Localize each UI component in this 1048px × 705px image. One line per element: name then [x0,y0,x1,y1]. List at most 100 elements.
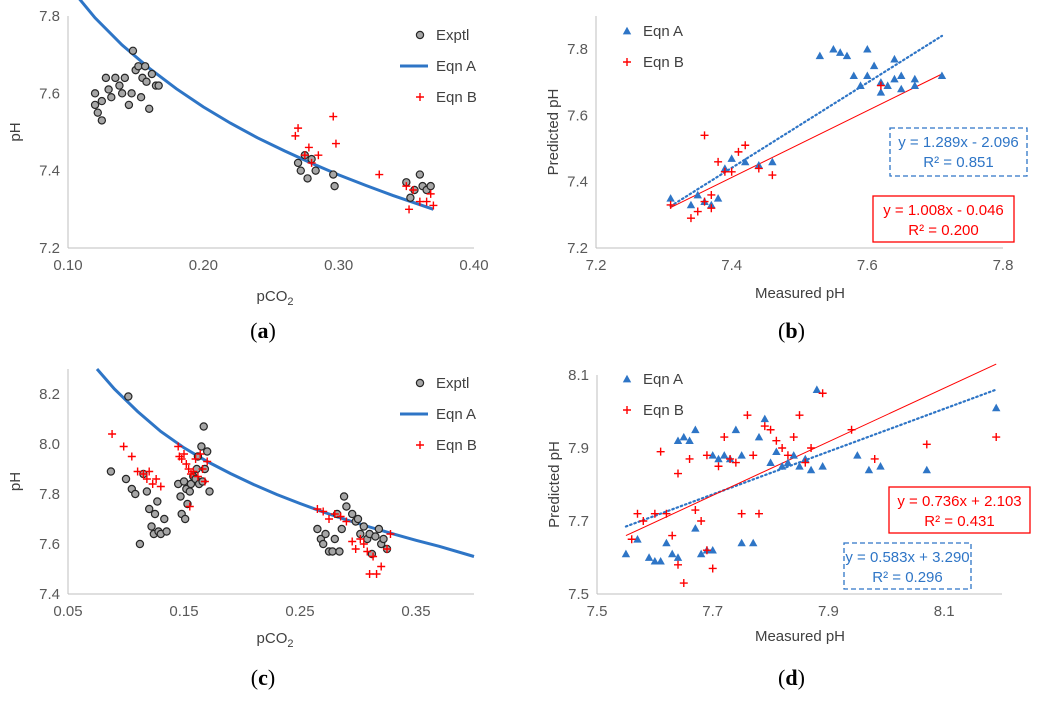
x-axis-title: pCO2 [257,288,294,308]
eqn-a-point [897,71,906,80]
eqn-a-point [754,432,764,441]
y-tick-label: 7.7 [568,513,589,530]
exptl-point [321,529,330,539]
eqn-b-point [870,454,879,463]
x-axis-title-subscript: 2 [287,296,293,308]
x-tick-label: 7.2 [586,257,607,274]
eqn-b-point [294,124,303,133]
eqn-a-trendline [669,34,944,208]
exptl-point [121,474,131,484]
equation-label: y = 0.736x + 2.103 [897,493,1021,510]
y-tick-label: 7.6 [39,536,60,553]
eqn-a-point [741,157,750,166]
eqn-b-point [674,560,682,569]
eqn-a-point [863,44,872,53]
eqn-b-point [674,469,682,478]
legend-label: Exptl [436,375,469,392]
eqn-b-point [772,436,781,445]
exptl-point [330,534,339,544]
eqn-b-point [180,450,188,458]
eqn-b-point [139,470,148,478]
panel-label-close: ) [269,318,276,343]
eqn-b-point [778,444,787,452]
eqn-a-point [897,84,906,93]
eqn-a-point [849,71,858,80]
eqn-b-point [304,143,313,152]
eqn-b-point [369,552,378,561]
y-tick-label: 7.5 [568,586,589,603]
exptl-point [124,392,133,401]
exptl-point [339,492,349,501]
eqn-b-point [377,562,386,571]
x-tick-label: 0.40 [459,257,488,274]
equation-label: y = 0.583x + 3.290 [845,549,969,566]
eqn-a-curve [95,368,475,558]
eqn-b-point [336,512,345,521]
eqn-b-point [383,545,391,553]
eqn-b-point [342,517,351,526]
eqn-b-point [726,454,735,463]
eqn-b-point [693,207,702,216]
eqn-a-point [937,71,947,80]
eqn-a-point [789,451,798,459]
eqn-a-point [685,436,694,445]
eqn-b-point [307,158,316,167]
exptl-point [150,509,160,519]
exptl-point [160,514,169,524]
exptl-point [186,479,196,489]
x-tick-label: 7.8 [993,257,1014,274]
eqn-b-point [749,451,758,460]
panel-label: (c) [251,665,275,690]
y-tick-label: 7.4 [567,174,588,191]
eqn-b-point [184,465,193,473]
eqn-b-point [203,457,212,466]
eqn-a-point [693,190,702,199]
eqn-a-point [922,465,931,474]
eqn-b-point [108,430,117,438]
eqn-a-point [815,51,825,60]
eqn-a-point [714,454,723,463]
exptl-point [147,522,156,531]
eqn-b-point [702,451,711,460]
eqn-a-point [727,154,736,162]
eqn-b-point [300,151,309,160]
exptl-point [205,487,214,496]
eqn-a-point [842,51,852,60]
eqn-b-point [741,141,750,150]
y-tick-label: 7.8 [39,8,60,25]
legend-exptl-marker [415,30,425,40]
eqn-b-point [402,182,411,191]
eqn-b-point [707,204,716,213]
eqn-b-point [743,411,752,420]
r-squared-label: R² = 0.200 [908,222,978,239]
eqn-a-point [650,556,660,565]
exptl-point [359,522,368,531]
eqn-b-point [330,510,339,518]
legend-eqn-a-marker [622,26,632,35]
eqn-b-point [731,458,740,467]
exptl-point [303,174,312,183]
exptl-point [135,539,145,549]
eqn-a-point [720,451,729,459]
exptl-point [371,532,380,541]
eqn-b-point [847,425,856,434]
x-axis-title: Measured pH [755,285,845,302]
exptl-point [106,467,116,476]
exptl-point [142,77,151,86]
eqn-a-point [691,524,700,532]
panel-label: (b) [778,318,805,343]
eqn-a-point [869,61,879,70]
y-tick-label: 8.2 [39,386,60,403]
y-tick-label: 7.2 [39,240,60,257]
panel-label: (a) [250,318,276,343]
exptl-point [134,62,143,71]
eqn-b-point [734,147,743,156]
eqn-b-point [766,425,775,434]
eqn-a-point [863,71,872,80]
eqn-b-point [429,201,438,210]
exptl-point [329,170,338,179]
r-squared-label: R² = 0.296 [872,569,942,586]
eqn-a-point [864,465,874,474]
exptl-point [147,69,157,79]
eqn-b-point [783,451,792,460]
